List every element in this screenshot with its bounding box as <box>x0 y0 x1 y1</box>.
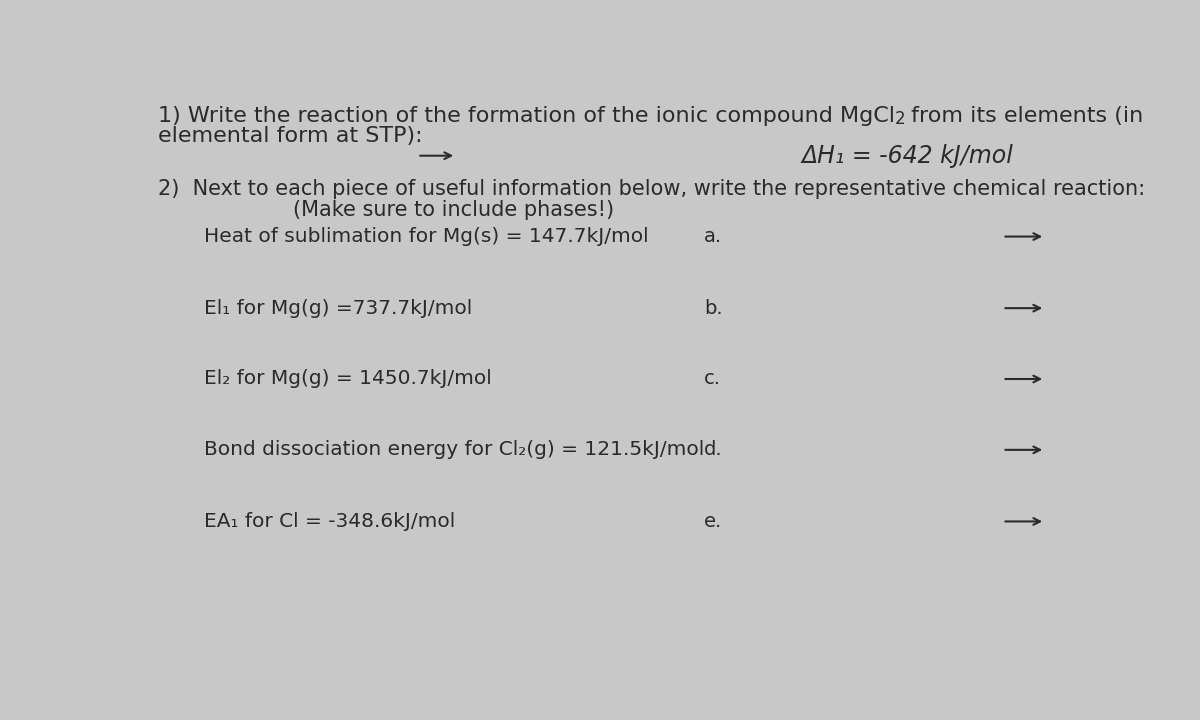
Text: 2: 2 <box>895 109 905 127</box>
Text: d.: d. <box>704 441 722 459</box>
Text: c.: c. <box>704 369 721 389</box>
Text: Heat of sublimation for Mg(s) = 147.7kJ/mol: Heat of sublimation for Mg(s) = 147.7kJ/… <box>204 227 649 246</box>
Text: El₁ for Mg(g) =737.7kJ/mol: El₁ for Mg(g) =737.7kJ/mol <box>204 299 473 318</box>
Text: EA₁ for Cl = -348.6kJ/mol: EA₁ for Cl = -348.6kJ/mol <box>204 512 456 531</box>
Text: 2)  Next to each piece of useful information below, write the representative che: 2) Next to each piece of useful informat… <box>157 179 1145 199</box>
Text: Bond dissociation energy for Cl₂(g) = 121.5kJ/mol: Bond dissociation energy for Cl₂(g) = 12… <box>204 441 704 459</box>
Text: from its elements (in: from its elements (in <box>904 106 1144 126</box>
Text: 1) Write the reaction of the formation of the ionic compound MgCl: 1) Write the reaction of the formation o… <box>157 106 895 126</box>
Text: b.: b. <box>704 299 722 318</box>
Text: elemental form at STP):: elemental form at STP): <box>157 127 422 146</box>
Text: a.: a. <box>704 227 722 246</box>
Text: e.: e. <box>704 512 722 531</box>
Text: ΔH₁ = -642 kJ/mol: ΔH₁ = -642 kJ/mol <box>802 144 1013 168</box>
Text: (Make sure to include phases!): (Make sure to include phases!) <box>293 199 614 220</box>
Text: El₂ for Mg(g) = 1450.7kJ/mol: El₂ for Mg(g) = 1450.7kJ/mol <box>204 369 492 389</box>
